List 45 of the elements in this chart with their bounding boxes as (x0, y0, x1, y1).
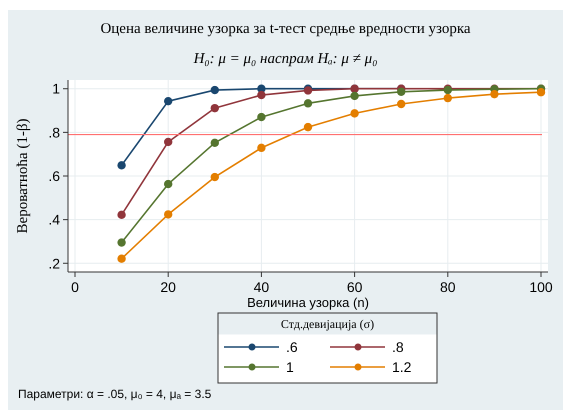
y-axis-title: Вероватноћа (1-β) (15, 118, 31, 234)
legend-label: .6 (286, 339, 298, 355)
legend-label: 1.2 (392, 359, 412, 375)
point (117, 238, 126, 247)
point (117, 254, 126, 263)
y-tick-label: 1 (52, 80, 60, 97)
point (257, 144, 266, 152)
point (304, 122, 312, 132)
x-tick-label: 20 (160, 279, 176, 295)
x-tick-label: 100 (529, 279, 553, 295)
x-tick-label: 80 (440, 279, 456, 295)
chart-title: Оцена величине узорка за t-тест средње вредности узорка (100, 21, 471, 37)
point (164, 210, 172, 219)
text: Параметри: α = .05, μ₀ = 4, μₐ = 3.5 (18, 387, 212, 401)
point (397, 88, 406, 96)
x-axis-title: Величина узорка (n) (247, 295, 369, 310)
y-tick-label: .4 (48, 212, 60, 228)
legend-label: 1 (286, 359, 294, 375)
point (210, 172, 219, 182)
point (257, 112, 266, 122)
point (397, 100, 406, 108)
y-tick-label: .8 (48, 124, 60, 140)
point (444, 94, 452, 102)
point (350, 92, 359, 100)
x-tick-label: 40 (254, 279, 270, 295)
point (490, 90, 499, 98)
point (164, 96, 172, 106)
point (164, 138, 172, 146)
y-tick-label: .2 (48, 255, 60, 272)
point (304, 99, 312, 108)
point (210, 138, 219, 148)
x-tick-label: 0 (71, 279, 80, 295)
legend-label: .8 (392, 339, 404, 355)
point (257, 90, 266, 100)
point (210, 86, 219, 94)
chart-subtitle: H₀: μ = μ₀ наспрам Hₐ: μ ≠ μ₀ (192, 51, 378, 67)
point (350, 109, 359, 118)
point (210, 104, 219, 112)
point (164, 180, 172, 188)
point (117, 161, 126, 170)
point (536, 88, 546, 96)
legend-title: Стд.девијација (σ) (280, 317, 374, 331)
y-tick-label: .6 (48, 168, 60, 184)
x-tick-label: 60 (346, 279, 363, 295)
point (117, 210, 126, 220)
